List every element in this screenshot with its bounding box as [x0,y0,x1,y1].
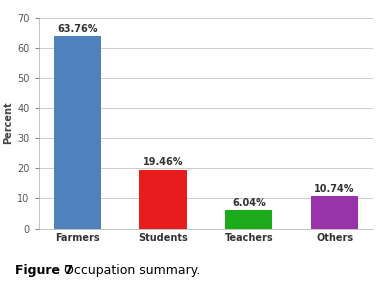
Text: 10.74%: 10.74% [315,184,355,194]
Text: 19.46%: 19.46% [143,157,183,168]
Text: Figure 7: Figure 7 [15,264,74,277]
Text: 63.76%: 63.76% [57,24,97,34]
Y-axis label: Percent: Percent [3,102,13,144]
Bar [225,210,273,229]
Text: 6.04%: 6.04% [232,198,266,208]
Bar [139,170,187,229]
Bar [54,36,101,229]
Text: Occupation summary.: Occupation summary. [60,264,200,277]
Bar [311,196,358,229]
